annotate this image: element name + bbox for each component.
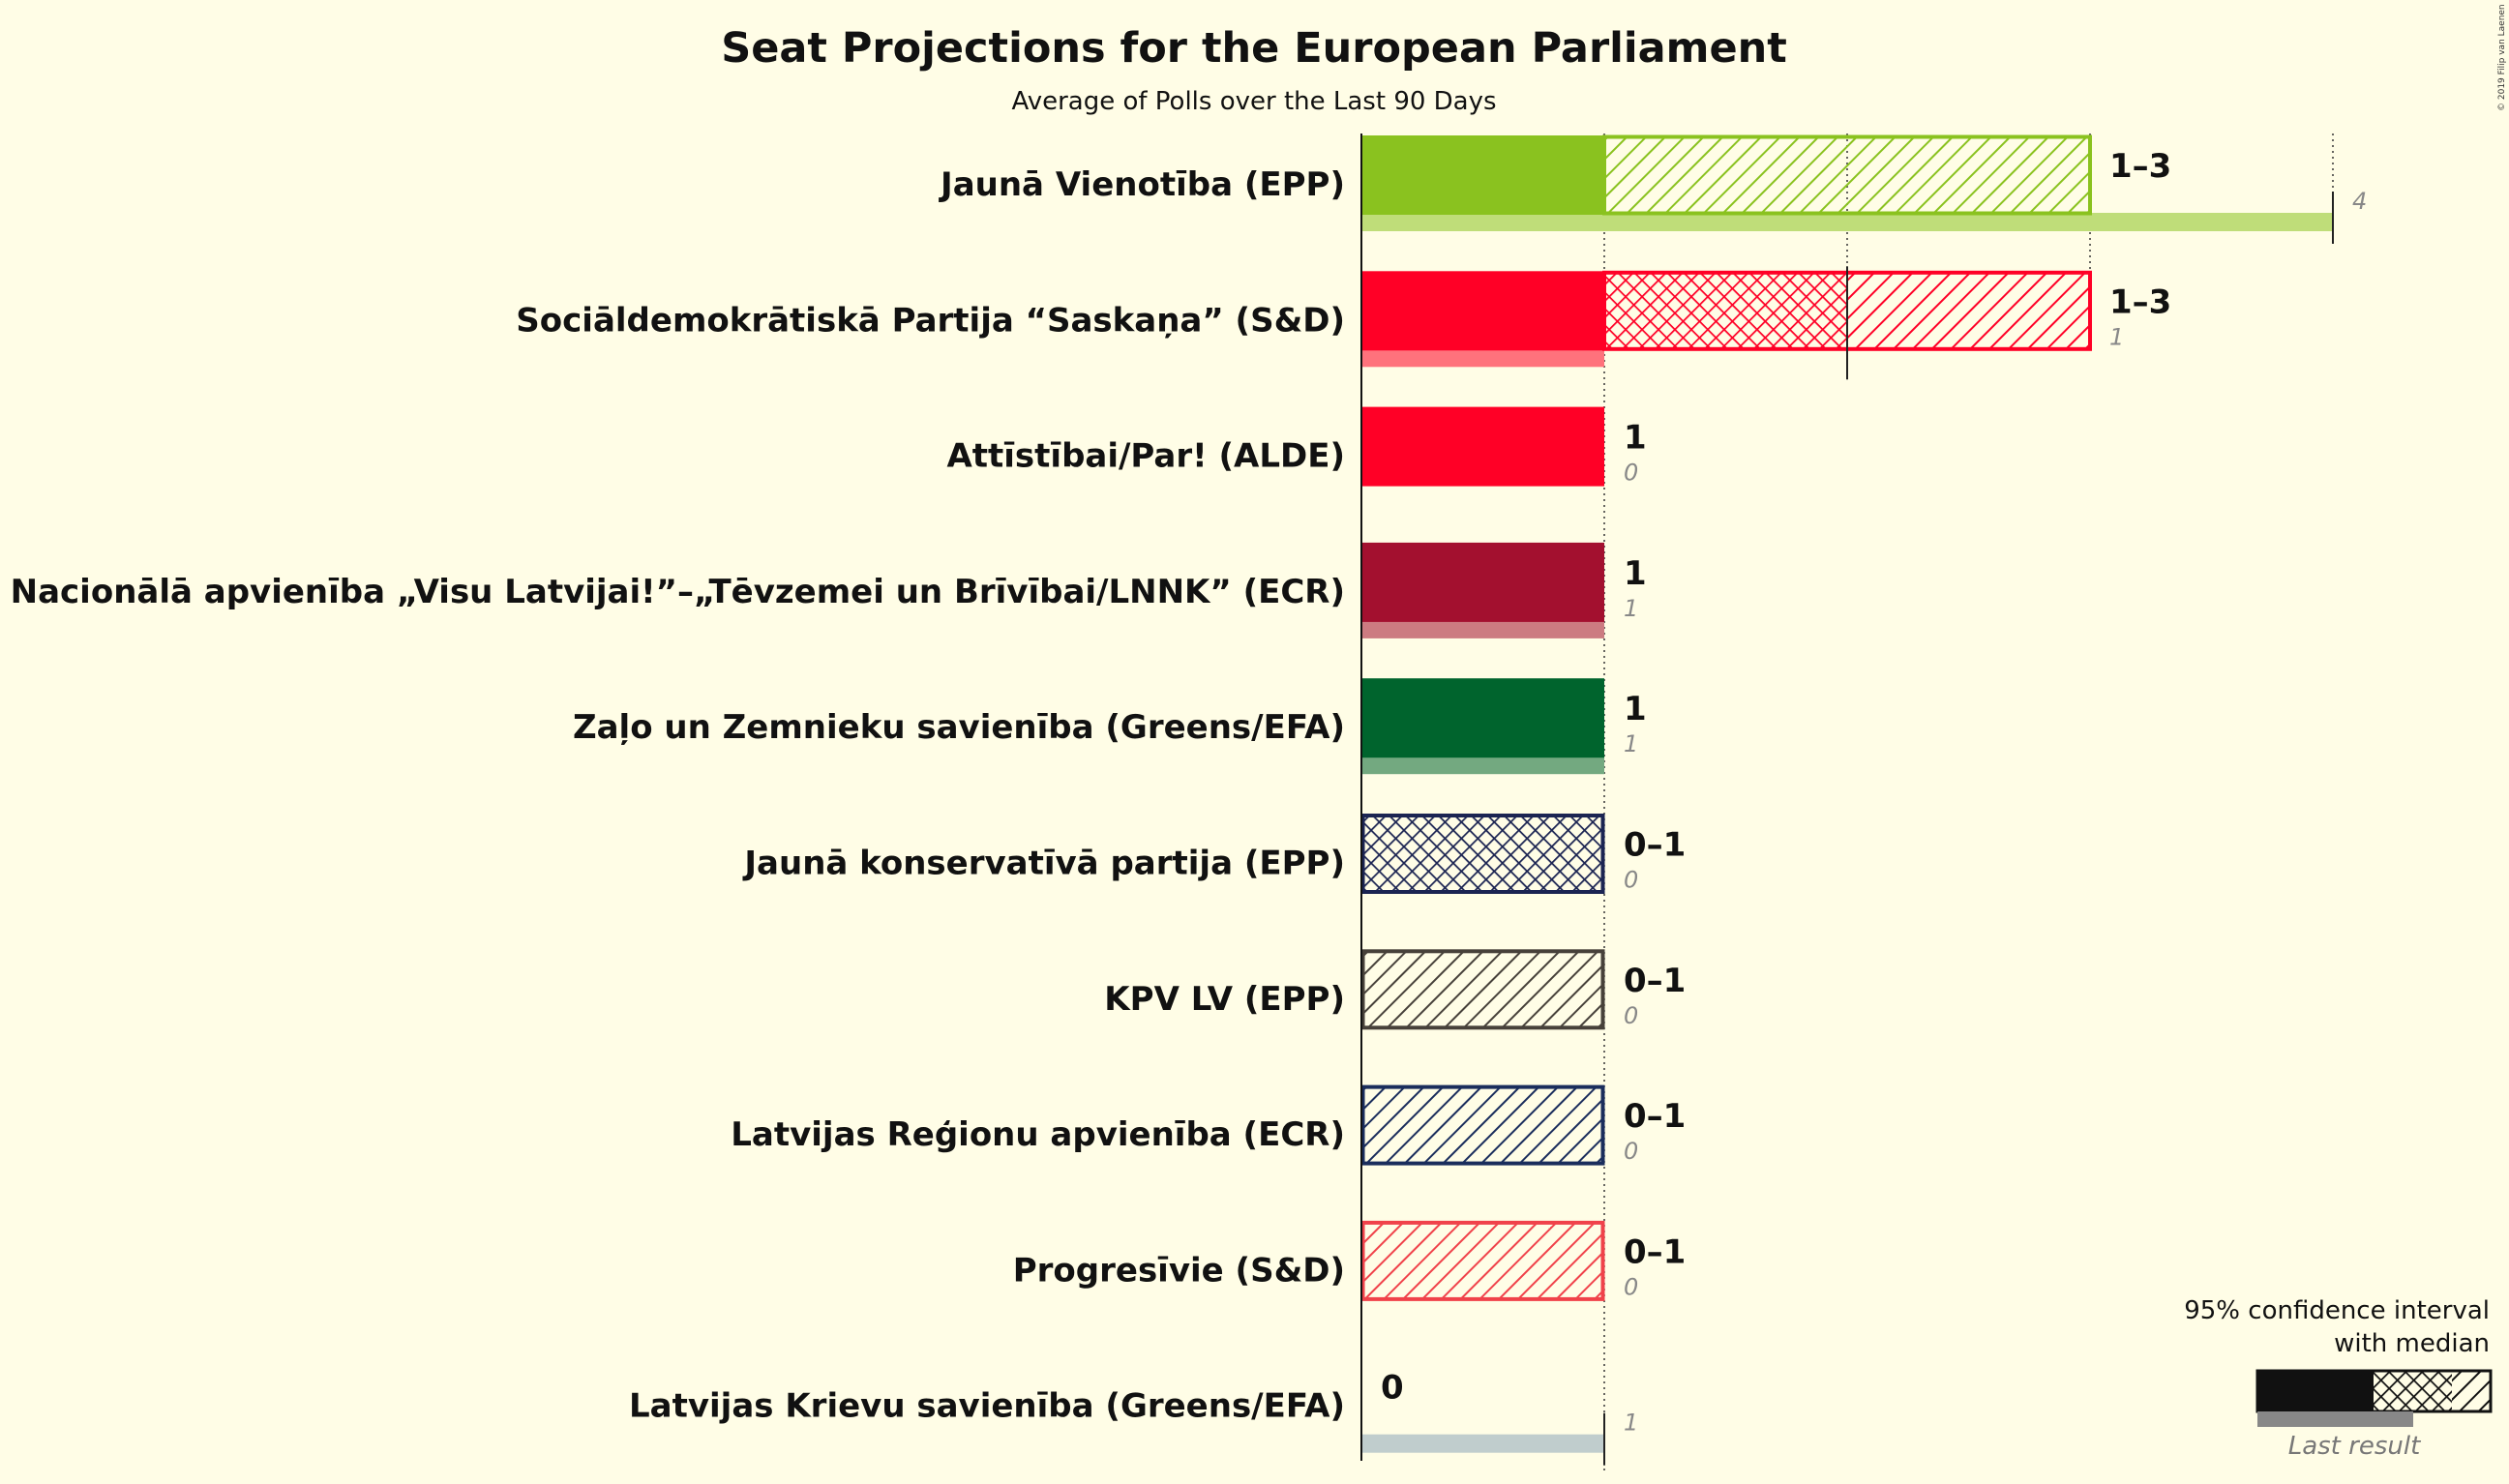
ci-outline xyxy=(1360,1220,1605,1301)
party-row: Latvijas Krievu savienība (Greens/EFA) 0 1 xyxy=(629,1369,1638,1466)
ci-bar xyxy=(1361,406,1604,487)
seat-range-label: 0–1 xyxy=(1624,962,1686,1000)
last-result-bar xyxy=(1361,619,1604,638)
legend-title-line1: 95% confidence interval xyxy=(2184,1296,2490,1325)
last-result-bar xyxy=(1361,348,1604,368)
party-row: Sociāldemokrātiskā Partija “Saskaņa” (S&… xyxy=(516,266,2171,380)
party-row: Latvijas Reģionu apvienība (ECR) 0–10 xyxy=(731,1084,1686,1166)
party-label: Jaunā konservatīvā partija (EPP) xyxy=(742,845,1345,883)
party-label: Latvijas Reģionu apvienība (ECR) xyxy=(731,1115,1345,1154)
chart-title: Seat Projections for the European Parlia… xyxy=(721,24,1787,73)
legend: 95% confidence interval with median Last r… xyxy=(2184,1296,2493,1461)
last-result-bar xyxy=(1361,1434,1604,1453)
party-label: Jaunā Vienotība (EPP) xyxy=(939,165,1345,204)
last-result-label: 0 xyxy=(1624,1002,1638,1029)
party-label: Attīstībai/Par! (ALDE) xyxy=(946,437,1345,476)
party-label: Sociāldemokrātiskā Partija “Saskaņa” (S&… xyxy=(516,301,1345,340)
seat-range-label: 1–3 xyxy=(2109,147,2171,186)
legend-last-result-label: Last result xyxy=(2288,1432,2421,1461)
seat-range-label: 1–3 xyxy=(2109,282,2171,321)
seat-range-label: 0–1 xyxy=(1624,1097,1686,1136)
legend-solid xyxy=(2257,1371,2374,1411)
last-result-label: 1 xyxy=(2109,323,2124,350)
ci-bar xyxy=(1361,1221,1604,1301)
ci-outline xyxy=(1360,949,1605,1030)
chart-subtitle: Average of Polls over the Last 90 Days xyxy=(1011,87,1496,116)
ci-outline xyxy=(1360,1084,1605,1166)
last-result-label: 0 xyxy=(1624,1138,1638,1165)
ci-outline xyxy=(1360,814,1605,894)
seat-range-label: 0–1 xyxy=(1624,1232,1686,1271)
seat-range-label: 1 xyxy=(1624,554,1647,593)
party-row: Progresīvie (S&D) 0–10 xyxy=(1013,1220,1686,1301)
ci-bar xyxy=(1361,949,1604,1029)
last-result-label: 0 xyxy=(1624,867,1638,894)
party-row: Zaļo un Zemnieku savienība (Greens/EFA) 1… xyxy=(573,678,1647,775)
party-label: Progresīvie (S&D) xyxy=(1013,1251,1345,1290)
ci-bar xyxy=(1361,1085,1604,1166)
last-result-label: 0 xyxy=(1624,460,1638,487)
party-label: Latvijas Krievu savienība (Greens/EFA) xyxy=(629,1387,1345,1426)
last-result-label: 1 xyxy=(1624,1410,1638,1437)
ci-outline xyxy=(1602,134,2092,216)
party-row: Jaunā Vienotība (EPP) 1–3 4 xyxy=(939,134,2367,244)
ci-median-segment xyxy=(1604,271,1847,351)
party-row: Attīstībai/Par! (ALDE) 10 xyxy=(946,406,1647,487)
seat-range-label: 1 xyxy=(1624,419,1647,458)
party-label: KPV LV (EPP) xyxy=(1104,980,1345,1019)
last-result-label: 1 xyxy=(1624,730,1638,757)
ci-bar xyxy=(1361,542,1604,622)
party-row: KPV LV (EPP) 0–10 xyxy=(1104,949,1686,1030)
seat-range-label: 1 xyxy=(1624,690,1647,728)
last-result-label: 0 xyxy=(1624,1273,1638,1300)
seat-range-label: 0–1 xyxy=(1624,826,1686,865)
legend-upper-segment xyxy=(2452,1371,2491,1411)
ci-bar xyxy=(1361,271,1604,351)
last-result-label: 1 xyxy=(1624,595,1638,622)
legend-title-line2: with median xyxy=(2334,1329,2490,1358)
party-label: Nacionālā apvienība „Visu Latvijai!”–„Tē… xyxy=(11,573,1345,611)
last-result-bar xyxy=(1361,756,1604,775)
ci-upper-segment xyxy=(1847,271,2090,351)
legend-median-segment xyxy=(2374,1371,2452,1411)
party-row: Nacionālā apvienība „Visu Latvijai!”–„Tē… xyxy=(11,542,1647,638)
party-label: Zaļo un Zemnieku savienība (Greens/EFA) xyxy=(573,708,1345,747)
last-result-label: 4 xyxy=(2352,188,2367,215)
last-result-bar xyxy=(1361,213,2333,231)
ci-bar xyxy=(1361,135,1604,215)
ci-bar xyxy=(1361,678,1604,758)
bars-layer: Jaunā Vienotība (EPP) 1–3 4 Sociāldemokrāti… xyxy=(11,134,2367,1470)
seat-range-label: 0 xyxy=(1381,1369,1404,1408)
copyright-notice: © 2019 Filip van Laenen xyxy=(2497,4,2507,111)
party-row: Jaunā konservatīvā partija (EPP) 0–10 xyxy=(742,814,1686,894)
ci-bar xyxy=(1361,814,1604,894)
ci-upper-segment xyxy=(1604,135,2090,215)
legend-last-result-bar xyxy=(2257,1411,2413,1427)
